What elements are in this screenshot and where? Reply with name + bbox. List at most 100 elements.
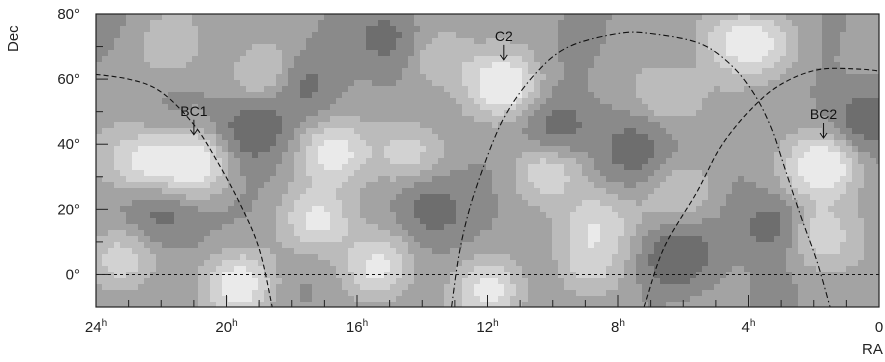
contour-cell: [618, 242, 625, 249]
contour-cell: [492, 224, 499, 231]
contour-cell: [630, 224, 637, 231]
contour-cell: [678, 188, 685, 195]
contour-cell: [702, 116, 709, 123]
contour-cell: [282, 302, 289, 307]
contour-cell: [666, 104, 673, 111]
contour-cell: [108, 176, 115, 183]
contour-cell: [198, 44, 205, 51]
contour-cell: [642, 80, 649, 87]
contour-cell: [540, 212, 547, 219]
contour-cell: [396, 242, 403, 249]
contour-cell: [690, 128, 697, 135]
contour-cell: [234, 158, 241, 165]
contour-cell: [192, 254, 199, 261]
contour-cell: [300, 104, 307, 111]
contour-cell: [342, 122, 349, 129]
contour-cell: [294, 68, 301, 75]
contour-cell: [588, 296, 595, 303]
contour-cell: [606, 158, 613, 165]
contour-cell: [582, 146, 589, 153]
contour-cell: [366, 194, 373, 201]
contour-cell: [240, 14, 247, 21]
contour-cell: [132, 200, 139, 207]
contour-cell: [354, 74, 361, 81]
contour-cell: [528, 80, 535, 87]
contour-cell: [462, 128, 469, 135]
contour-cell: [438, 230, 445, 237]
contour-cell: [366, 272, 373, 279]
contour-cell: [126, 152, 133, 159]
contour-cell: [186, 134, 193, 141]
contour-cell: [162, 44, 169, 51]
contour-cell: [114, 14, 121, 21]
contour-cell: [684, 296, 691, 303]
contour-cell: [414, 272, 421, 279]
contour-cell: [576, 230, 583, 237]
contour-cell: [504, 98, 511, 105]
contour-cell: [276, 110, 283, 117]
contour-cell: [576, 92, 583, 99]
contour-cell: [540, 200, 547, 207]
contour-cell: [330, 248, 337, 255]
contour-cell: [660, 260, 667, 267]
contour-cell: [360, 152, 367, 159]
contour-cell: [438, 62, 445, 69]
contour-cell: [654, 176, 661, 183]
contour-cell: [402, 200, 409, 207]
contour-cell: [660, 242, 667, 249]
contour-cell: [174, 212, 181, 219]
contour-cell: [126, 296, 133, 303]
contour-cell: [96, 278, 103, 285]
contour-cell: [342, 212, 349, 219]
contour-cell: [120, 242, 127, 249]
contour-cell: [264, 170, 271, 177]
contour-cell: [642, 14, 649, 21]
contour-cell: [204, 242, 211, 249]
contour-cell: [600, 110, 607, 117]
contour-cell: [618, 278, 625, 285]
contour-cell: [486, 140, 493, 147]
contour-cell: [174, 146, 181, 153]
contour-cell: [144, 230, 151, 237]
contour-cell: [654, 50, 661, 57]
contour-cell: [624, 236, 631, 243]
contour-cell: [474, 56, 481, 63]
contour-cell: [642, 194, 649, 201]
contour-cell: [636, 194, 643, 201]
contour-cell: [168, 206, 175, 213]
contour-cell: [210, 14, 217, 21]
contour-cell: [252, 272, 259, 279]
contour-cell: [624, 194, 631, 201]
contour-cell: [186, 92, 193, 99]
contour-cell: [540, 302, 547, 307]
contour-cell: [144, 152, 151, 159]
contour-cell: [144, 86, 151, 93]
contour-cell: [108, 224, 115, 231]
contour-cell: [684, 56, 691, 63]
contour-cell: [240, 296, 247, 303]
contour-cell: [396, 56, 403, 63]
contour-cell: [540, 50, 547, 57]
contour-cell: [534, 50, 541, 57]
contour-cell: [588, 68, 595, 75]
contour-cell: [222, 272, 229, 279]
contour-cell: [576, 248, 583, 255]
contour-cell: [522, 188, 529, 195]
contour-cell: [588, 158, 595, 165]
contour-cell: [540, 272, 547, 279]
contour-cell: [600, 194, 607, 201]
contour-cell: [558, 20, 565, 27]
contour-cell: [618, 260, 625, 267]
contour-cell: [294, 140, 301, 147]
contour-cell: [408, 164, 415, 171]
contour-cell: [450, 296, 457, 303]
contour-cell: [522, 152, 529, 159]
contour-cell: [552, 272, 559, 279]
contour-cell: [306, 230, 313, 237]
contour-cell: [162, 164, 169, 171]
contour-cell: [690, 68, 697, 75]
contour-cell: [414, 20, 421, 27]
contour-cell: [252, 140, 259, 147]
contour-cell: [636, 164, 643, 171]
contour-cell: [504, 152, 511, 159]
